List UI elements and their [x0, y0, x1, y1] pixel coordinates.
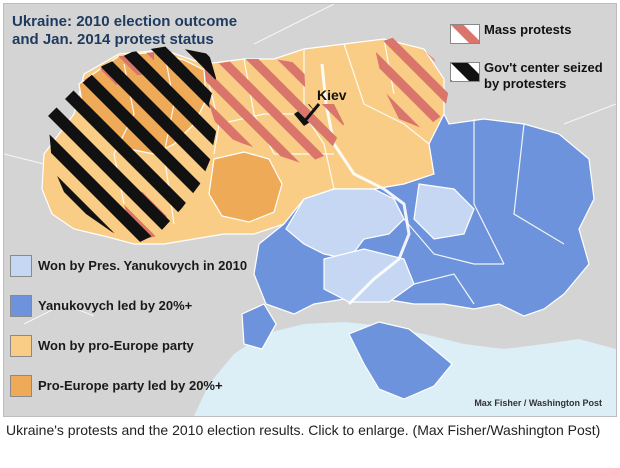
election-legend: Won by Pres. Yanukovych in 2010 Yanukovy… — [10, 255, 300, 415]
legend-label: Pro-Europe party led by 20%+ — [38, 378, 223, 393]
map-title: Ukraine: 2010 election outcome and Jan. … — [12, 13, 238, 48]
ukraine-map — [4, 4, 616, 416]
yanukovych-won-region — [285, 188, 405, 260]
kiev-marker — [302, 103, 321, 123]
yanukovych-led-swatch — [10, 295, 32, 317]
legend-item-seized: Gov't center seized by protesters — [450, 60, 615, 91]
legend-label: Mass protests — [484, 22, 572, 37]
legend-item-yanukovych-won: Won by Pres. Yanukovych in 2010 — [10, 255, 300, 277]
legend-item-yanukovych-led: Yanukovych led by 20%+ — [10, 295, 300, 317]
image-caption: Ukraine's protests and the 2010 election… — [6, 422, 601, 438]
legend-label: Gov't center seized — [484, 60, 603, 75]
legend-label: Won by Pres. Yanukovych in 2010 — [38, 258, 248, 273]
seized-swatch — [450, 62, 480, 82]
protest-legend: Mass protests Gov't center seized by pro… — [450, 22, 615, 98]
mass-protests-swatch — [450, 24, 480, 44]
legend-item-pro-europe-led: Pro-Europe party led by 20%+ — [10, 375, 300, 397]
pro-europe-led-swatch — [10, 375, 32, 397]
pro-europe-won-swatch — [10, 335, 32, 357]
yanukovych-won-swatch — [10, 255, 32, 277]
map-credit: Max Fisher / Washington Post — [474, 398, 602, 408]
kiev-label: Kiev — [317, 87, 347, 103]
legend-item-pro-europe-won: Won by pro-Europe party — [10, 335, 300, 357]
map-figure[interactable]: Ukraine: 2010 election outcome and Jan. … — [3, 3, 617, 417]
legend-label: Won by pro-Europe party — [38, 338, 194, 353]
legend-label: Yanukovych led by 20%+ — [38, 298, 193, 313]
legend-item-mass-protests: Mass protests — [450, 22, 615, 44]
pro-europe-led-region — [208, 151, 283, 223]
